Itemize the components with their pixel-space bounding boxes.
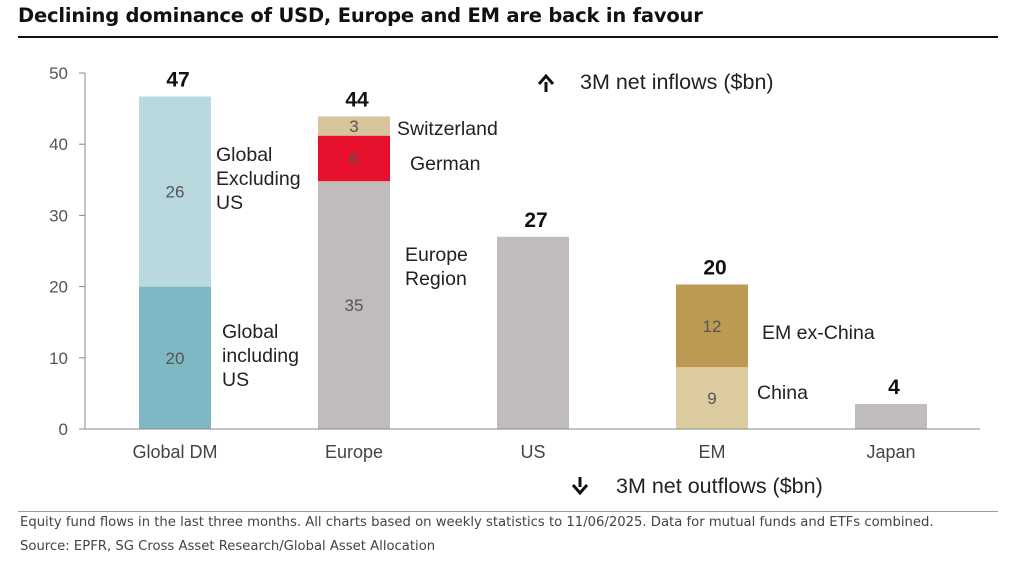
segment-name-label: Global Excluding US bbox=[216, 144, 301, 214]
title-divider bbox=[18, 36, 998, 38]
bar-segment-europe-region bbox=[318, 181, 390, 429]
segment-value-label: 12 bbox=[703, 317, 722, 336]
bars bbox=[139, 96, 927, 429]
x-axis: Global DM Europe US EM Japan bbox=[85, 428, 980, 462]
segment-name-label: Global including US bbox=[222, 321, 299, 391]
bar-segment-switzerland bbox=[318, 116, 390, 136]
bar-segment-em-ex-china bbox=[676, 284, 748, 368]
bar-segment-global-including-us bbox=[139, 286, 211, 429]
segment-value-label: 35 bbox=[345, 296, 364, 315]
down-arrow-icon bbox=[571, 477, 589, 496]
y-axis: 0 10 20 30 40 50 bbox=[49, 64, 86, 439]
bar-segment-japan bbox=[855, 404, 927, 429]
bar-segment-global-excluding-us bbox=[139, 96, 211, 287]
segment-value-label: 9 bbox=[707, 389, 716, 408]
bar-total-label: 27 bbox=[524, 209, 547, 232]
segment-name-label: Switzerland bbox=[397, 118, 498, 140]
stacked-bar-chart: 0 10 20 30 40 50 20 Global including US 26 Global E… bbox=[49, 64, 980, 498]
segment-value-label: 6 bbox=[349, 149, 358, 168]
segment-name-label: German bbox=[410, 153, 480, 175]
y-tick-label: 10 bbox=[49, 349, 68, 368]
bar-segment-china bbox=[676, 367, 748, 429]
footnote: Equity fund flows in the last three mont… bbox=[20, 515, 934, 530]
y-tick-label: 50 bbox=[49, 64, 68, 83]
up-arrow-icon bbox=[537, 73, 555, 92]
outflows-annotation: 3M net outflows ($bn) bbox=[616, 474, 823, 498]
segment-value-label: 3 bbox=[349, 117, 358, 136]
footer-divider bbox=[18, 511, 998, 512]
annotations: 3M net inflows ($bn) 3M net outflows ($bn… bbox=[537, 70, 823, 498]
x-tick-label: Japan bbox=[866, 442, 915, 462]
bar-total-label: 20 bbox=[703, 256, 726, 279]
segment-value-label: 20 bbox=[166, 349, 185, 368]
x-tick-label: Global DM bbox=[132, 442, 217, 462]
bar-segment-us bbox=[497, 236, 569, 429]
segment-name-label: EM ex-China bbox=[762, 322, 875, 344]
y-tick-label: 30 bbox=[49, 206, 68, 225]
chart-title: Declining dominance of USD, Europe and E… bbox=[18, 4, 703, 27]
segment-value-label: 26 bbox=[166, 183, 185, 202]
bar-total-label: 47 bbox=[166, 68, 189, 91]
inflows-annotation: 3M net inflows ($bn) bbox=[580, 70, 774, 94]
bar-total-label: 4 bbox=[888, 376, 900, 399]
data-labels: 20 Global including US 26 Global Excluding US 47… bbox=[166, 68, 901, 408]
bar-total-label: 44 bbox=[345, 88, 369, 111]
segment-name-label: Europe Region bbox=[405, 244, 468, 290]
segment-name-label: China bbox=[757, 382, 808, 404]
source-note: Source: EPFR, SG Cross Asset Research/Gl… bbox=[20, 539, 436, 554]
bar-segment-german bbox=[318, 135, 390, 182]
y-tick-label: 20 bbox=[49, 278, 68, 297]
y-tick-label: 40 bbox=[49, 135, 68, 154]
x-tick-label: EM bbox=[699, 442, 726, 462]
y-tick-label: 0 bbox=[59, 420, 68, 439]
x-tick-label: US bbox=[520, 442, 545, 462]
x-tick-label: Europe bbox=[325, 442, 383, 462]
